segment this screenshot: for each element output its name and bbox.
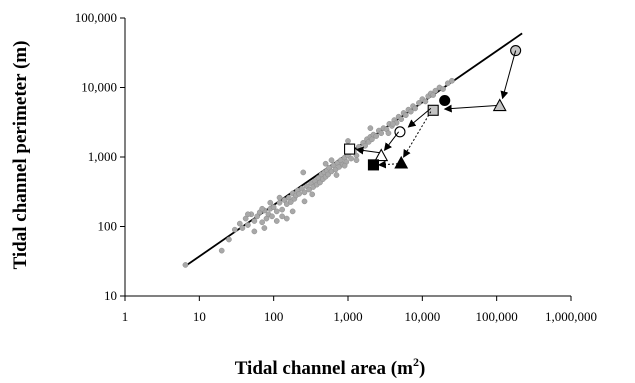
x-tick-label: 1,000,000 (545, 309, 597, 324)
data-point (231, 226, 238, 233)
circle-filled-black-point (439, 94, 451, 107)
data-point (283, 215, 290, 222)
data-point (348, 155, 354, 162)
y-tick-label: 100,000 (75, 10, 117, 25)
data-point (367, 125, 374, 132)
x-axis-title-superscript: 2 (413, 355, 419, 369)
circle-open-point (394, 126, 406, 138)
x-axis-title: Tidal channel area (m2) (235, 355, 426, 379)
data-point (276, 194, 283, 201)
x-tick-label: 10 (193, 309, 206, 324)
data-point (254, 213, 261, 220)
data-point (341, 162, 348, 169)
dotted-arrow (403, 111, 432, 158)
data-point (289, 208, 296, 215)
data-point (269, 213, 275, 220)
data-point (385, 130, 392, 137)
data-point (261, 225, 268, 231)
x-tick-label: 10,000 (404, 309, 440, 324)
data-point (300, 169, 307, 176)
data-point (345, 138, 351, 144)
data-point (270, 204, 277, 210)
x-tick-labels: 1 10 100 1,000 10,000 100,000 1,000,000 (122, 309, 597, 324)
data-point (276, 199, 283, 206)
data-point (182, 262, 189, 268)
data-point (402, 112, 409, 119)
data-point (322, 160, 329, 167)
x-axis-title-main: Tidal channel area (m (235, 358, 413, 379)
arrows-group (355, 50, 517, 169)
y-tick-labels: 10 100 1,000 10,000 100,000 (75, 10, 117, 303)
data-point (416, 100, 422, 106)
y-axis-title: Tidal channel perimeter (m) (10, 41, 31, 270)
x-tick-label: 100,000 (476, 309, 518, 324)
data-point (333, 172, 340, 178)
y-tick-label: 100 (98, 219, 118, 234)
solid-arrow (443, 104, 497, 113)
triangle-filled-black-point (394, 155, 409, 169)
data-point (301, 198, 308, 205)
data-point (407, 108, 414, 115)
y-tick-label: 1,000 (88, 149, 117, 164)
data-point (440, 86, 446, 92)
data-point (449, 77, 455, 84)
data-point (226, 236, 232, 243)
y-tick-label: 10,000 (81, 80, 117, 95)
data-point (353, 157, 360, 164)
data-point (432, 87, 439, 94)
data-point (287, 199, 294, 205)
solid-arrow (355, 146, 381, 155)
data-point (267, 199, 274, 206)
data-point (251, 228, 258, 235)
data-point (378, 130, 385, 137)
data-point (273, 208, 280, 215)
data-point (245, 211, 251, 218)
dotted-arrow (377, 160, 398, 169)
square-filled-black-point (367, 159, 380, 171)
solid-arrow (383, 131, 400, 152)
data-point (444, 80, 451, 87)
data-point (259, 219, 266, 226)
solid-arrow (407, 108, 432, 128)
data-point (422, 98, 429, 105)
x-axis-title-suffix: ) (419, 358, 425, 379)
data-point (309, 191, 316, 198)
square-filled-gray-point (427, 104, 439, 116)
y-tick-label: 10 (104, 288, 117, 303)
data-point (279, 206, 285, 213)
data-point (373, 133, 380, 139)
solid-arrow (500, 50, 517, 100)
data-point (398, 116, 405, 123)
x-tick-label: 1 (122, 309, 129, 324)
x-tick-label: 1,000 (333, 309, 362, 324)
data-point (301, 189, 308, 196)
data-point (279, 213, 285, 220)
data-point (245, 222, 251, 228)
data-point (259, 205, 266, 212)
triangle-open-point (374, 148, 389, 162)
data-point (218, 247, 225, 254)
data-point (236, 220, 243, 227)
data-point (389, 120, 396, 127)
axes (120, 17, 572, 301)
square-open-point (344, 143, 356, 155)
data-point (251, 218, 258, 224)
data-point (412, 105, 418, 112)
data-point (239, 225, 246, 231)
data-point (273, 218, 280, 224)
data-point (328, 157, 335, 164)
data-point (296, 190, 302, 197)
points-group (182, 45, 522, 268)
triangle-filled-gray-point (492, 98, 507, 112)
data-point (306, 186, 312, 193)
x-tick-label: 100 (264, 309, 284, 324)
